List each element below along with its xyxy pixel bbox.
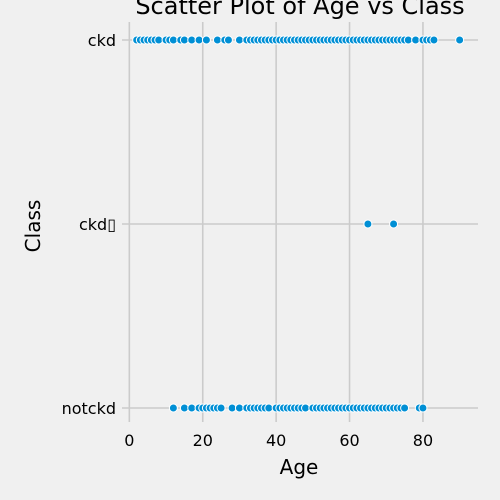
data-point — [179, 403, 189, 413]
data-point — [168, 403, 178, 413]
chart-title: Scatter Plot of Age vs Class — [135, 0, 464, 20]
data-point — [429, 35, 439, 45]
data-point — [234, 403, 244, 413]
data-point — [418, 403, 428, 413]
data-point — [187, 35, 197, 45]
x-tick-label: 60 — [339, 431, 359, 450]
data-point — [455, 35, 465, 45]
data-point — [301, 403, 311, 413]
data-point — [400, 403, 410, 413]
data-point — [227, 403, 237, 413]
data-point — [212, 35, 222, 45]
x-tick-label: 0 — [124, 431, 134, 450]
data-point — [179, 35, 189, 45]
y-tick-label: notckd — [62, 399, 116, 418]
data-point — [234, 35, 244, 45]
x-tick-label: 40 — [266, 431, 286, 450]
data-point — [403, 35, 413, 45]
x-tick-label: 20 — [193, 431, 213, 450]
data-point — [154, 35, 164, 45]
data-point — [187, 403, 197, 413]
data-point — [264, 403, 274, 413]
tick-labels: 0 20 40 60 80 ckd ckd▯ notckd — [62, 31, 434, 450]
x-tick-label: 80 — [413, 431, 433, 450]
data-point — [216, 403, 226, 413]
data-point — [389, 219, 399, 229]
y-tick-label: ckd▯ — [79, 215, 116, 234]
data-point — [223, 35, 233, 45]
data-point — [201, 35, 211, 45]
y-axis-label: Class — [21, 200, 45, 253]
data-point — [194, 35, 204, 45]
x-axis-label: Age — [280, 455, 319, 479]
data-points — [132, 35, 465, 413]
data-point — [411, 35, 421, 45]
data-point — [168, 35, 178, 45]
data-point — [363, 219, 373, 229]
y-tick-label: ckd — [88, 31, 116, 50]
